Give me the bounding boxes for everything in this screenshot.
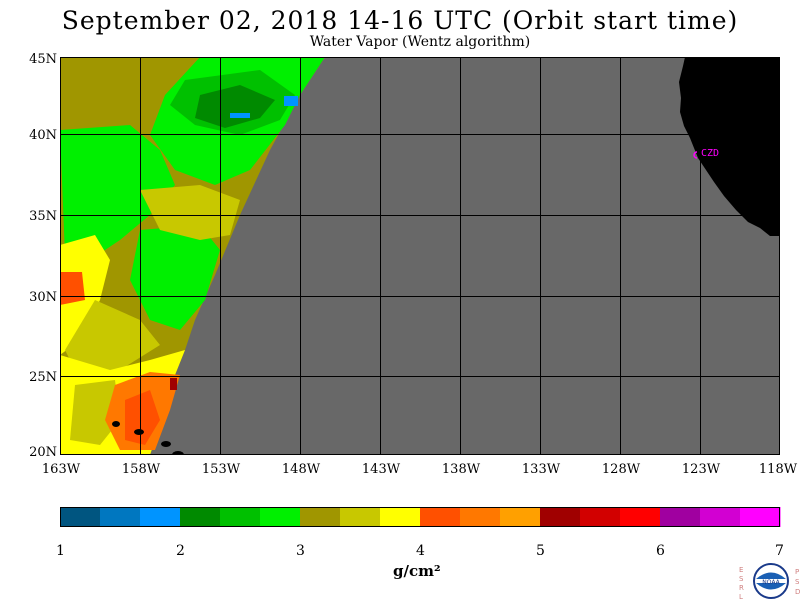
colorbar-unit: g/cm² [393, 562, 441, 580]
land-west-coast [679, 57, 780, 236]
map-frame [60, 57, 780, 455]
lon-label: 153W [202, 462, 241, 477]
noaa-emblem [753, 563, 789, 599]
lon-label: 148W [282, 462, 321, 477]
colorbar-frame [60, 507, 780, 527]
lat-label: 40N [29, 128, 57, 143]
lon-label: 138W [442, 462, 481, 477]
colorbar-tick-label: 1 [56, 543, 65, 559]
swath-band-green-deep [195, 85, 275, 128]
colorbar-swatch [660, 507, 701, 527]
colorbar-swatch [140, 507, 181, 527]
colorbar-tick-label: 7 [775, 543, 784, 559]
lat-label: 20N [29, 445, 57, 460]
colorbar-tick-label: 5 [536, 543, 545, 559]
colorbar-tick-label: 6 [656, 543, 665, 559]
colorbar-swatch [260, 507, 301, 527]
lon-label: 123W [682, 462, 721, 477]
swath-moist-spot-1 [230, 113, 250, 118]
colorbar-swatch [380, 507, 421, 527]
lat-label: 45N [29, 52, 57, 67]
logo-right-letter: P [795, 568, 799, 576]
colorbar-swatch [740, 507, 781, 527]
colorbar-tick-label: 3 [296, 543, 305, 559]
swath-band-red-orange [125, 390, 160, 445]
logo-text: NOAA [762, 579, 780, 586]
colorbar-swatch [340, 507, 381, 527]
swath-band-green-mid [130, 225, 220, 330]
logo-left-letter: S [739, 575, 744, 583]
colorbar [60, 507, 781, 527]
logo-left-letter: R [739, 584, 744, 592]
station-label: CZD [701, 148, 719, 159]
colorbar-swatch [460, 507, 501, 527]
colorbar-swatch [500, 507, 541, 527]
swath-band-yellowgreen-mid [65, 300, 160, 380]
colorbar-swatch [540, 507, 581, 527]
logo-right-letter: S [795, 578, 800, 586]
station-marker [693, 151, 698, 159]
colorbar-swatch [420, 507, 461, 527]
colorbar-swatch [300, 507, 341, 527]
swath-band-yellowgreen-sw [70, 380, 120, 445]
graticule [60, 57, 780, 455]
swath-band-green-west [60, 125, 175, 260]
colorbar-swatch [220, 507, 261, 527]
hawaii-islands [112, 421, 184, 455]
chart-title: September 02, 2018 14-16 UTC (Orbit star… [61, 6, 739, 35]
lon-label: 128W [602, 462, 641, 477]
lat-label: 30N [29, 290, 57, 305]
swath-band-yellowgreen [140, 185, 240, 240]
lat-label: 35N [29, 209, 57, 224]
longitude-axis: 163W 158W 153W 148W 143W 138W 133W 128W … [42, 462, 798, 477]
colorbar-swatch [100, 507, 141, 527]
latitude-axis: 45N 40N 35N 30N 25N 20N [29, 52, 57, 460]
colorbar-swatch [700, 507, 741, 527]
swath-band-yellow-west [60, 235, 110, 355]
colorbar-tick-label: 2 [176, 543, 185, 559]
logo-left-letter: E [739, 566, 743, 574]
colorbar-swatch [180, 507, 221, 527]
lat-label: 25N [29, 370, 57, 385]
lon-label: 158W [122, 462, 161, 477]
colorbar-tick-label: 4 [416, 543, 425, 559]
logo-left-letter: L [739, 593, 743, 600]
chart-subtitle: Water Vapor (Wentz algorithm) [309, 34, 531, 50]
logo-right-letter: D [795, 588, 800, 596]
colorbar-swatch [580, 507, 621, 527]
swath-maximum [170, 378, 177, 390]
lon-label: 118W [759, 462, 798, 477]
colorbar-swatch [60, 507, 101, 527]
lon-label: 143W [362, 462, 401, 477]
lon-label: 163W [42, 462, 81, 477]
swath-moist-spot-2 [284, 96, 298, 106]
colorbar-swatch [620, 507, 661, 527]
swath-band-orange-west [60, 272, 85, 305]
noaa-logo: E S R L P S D NOAA [739, 563, 800, 600]
lon-label: 133W [522, 462, 561, 477]
